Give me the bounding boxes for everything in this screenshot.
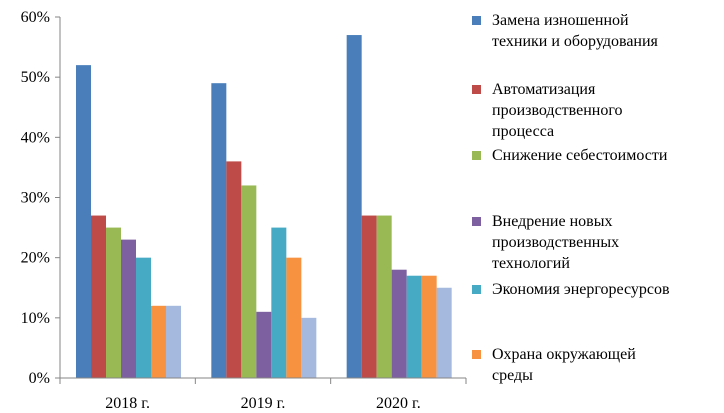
y-tick-label: 20% xyxy=(21,250,50,267)
legend-label: Снижение себестоимости xyxy=(492,147,668,164)
y-tick-label: 40% xyxy=(21,129,50,146)
legend-label: Автоматизация производственного процесса xyxy=(492,81,623,140)
bar-5-2 xyxy=(271,227,287,378)
bar-1-1 xyxy=(76,65,91,378)
chart-legend: Замена изношенной техники и оборудования… xyxy=(472,0,724,413)
bar-7-3 xyxy=(436,287,452,378)
legend-label: Охрана окружающей среды xyxy=(492,346,636,384)
x-category-label: 2020 г. xyxy=(376,395,421,412)
bar-2-1 xyxy=(91,215,106,378)
legend-swatch xyxy=(472,151,481,160)
y-tick-label: 50% xyxy=(21,69,50,86)
bar-6-1 xyxy=(151,305,166,378)
x-category-label: 2018 г. xyxy=(105,395,150,412)
legend-swatch xyxy=(472,285,481,294)
bar-1-3 xyxy=(346,35,362,379)
legend-swatch xyxy=(472,16,481,25)
legend-label: Экономия энергоресурсов xyxy=(492,281,670,298)
y-tick-label: 30% xyxy=(21,190,50,207)
bar-chart: 0% 10% 20% 30% 40% 50% 60% 2018 г. 2019 г. 2020 … xyxy=(21,9,467,412)
legend-label: Внедрение новых производственных техноло… xyxy=(492,213,620,272)
bar-6-2 xyxy=(286,257,302,378)
y-tick-label: 60% xyxy=(21,9,50,26)
bar-5-1 xyxy=(136,257,151,378)
x-category-label: 2019 г. xyxy=(241,395,286,412)
y-tick-label: 0% xyxy=(29,370,50,387)
legend-swatch xyxy=(472,85,481,94)
bar-7-2 xyxy=(301,317,317,378)
bar-3-1 xyxy=(106,227,121,378)
bar-4-2 xyxy=(256,311,272,378)
y-tick-label: 10% xyxy=(21,310,50,327)
bar-6-3 xyxy=(421,275,437,378)
bar-3-2 xyxy=(241,185,257,378)
bar-2-3 xyxy=(361,215,377,378)
bar-1-2 xyxy=(211,83,227,378)
bar-4-3 xyxy=(391,269,407,378)
legend-label: Замена изношенной техники и оборудования xyxy=(492,12,658,50)
bar-4-1 xyxy=(121,239,136,378)
bar-7-1 xyxy=(166,305,181,378)
bar-2-2 xyxy=(226,161,242,378)
bar-5-3 xyxy=(406,275,422,378)
legend-swatch xyxy=(472,350,481,359)
bar-3-3 xyxy=(376,215,392,378)
legend-swatch xyxy=(472,217,481,226)
